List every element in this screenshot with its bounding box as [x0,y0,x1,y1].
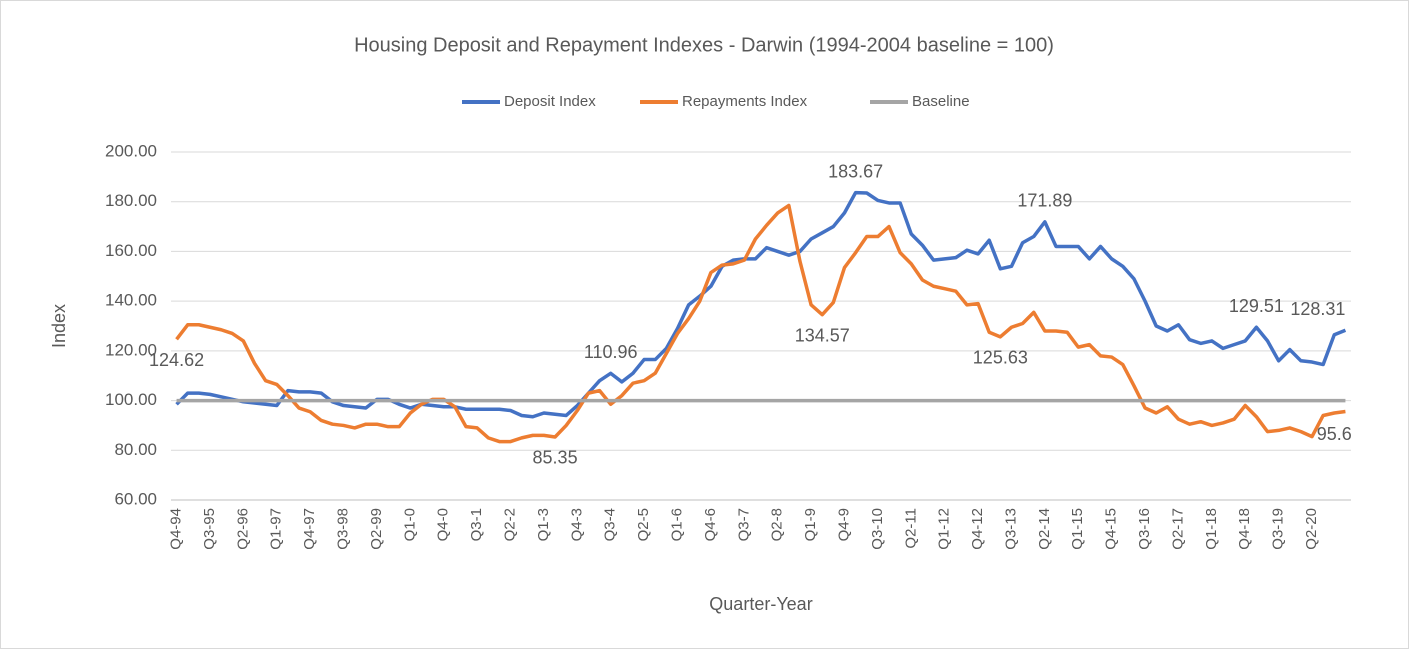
data-label: 110.96 [584,342,638,362]
data-label: 95.6 [1317,424,1352,444]
x-tick-label: Q4-0 [435,508,452,541]
y-tick-label: 200.00 [105,141,157,160]
x-tick-label: Q3-10 [869,508,886,550]
x-tick-label: Q4-18 [1236,508,1253,550]
data-label: 124.62 [149,350,204,370]
x-tick-label: Q4-9 [835,508,852,541]
x-tick-label: Q2-2 [501,508,518,541]
x-tick-label: Q4-6 [702,508,719,541]
x-tick-label: Q2-11 [902,508,919,549]
x-tick-label: Q2-17 [1169,508,1186,550]
y-tick-label: 80.00 [114,440,157,459]
series-line [175,190,1347,419]
x-tick-label: Q4-94 [168,508,185,550]
x-tick-label: Q4-15 [1103,508,1120,550]
x-tick-label: Q3-19 [1270,508,1287,550]
data-label: 128.31 [1290,299,1345,319]
series-line [175,203,1346,444]
x-tick-label: Q3-1 [468,508,485,541]
y-tick-label: 180.00 [105,191,157,210]
x-tick-label: Q4-12 [969,508,986,550]
x-tick-label: Q1-3 [535,508,552,541]
x-tick-label: Q1-9 [802,508,819,541]
x-tick-label: Q1-12 [936,508,953,550]
x-tick-label: Q2-14 [1036,508,1053,550]
data-label: 85.35 [533,448,578,468]
x-tick-label: Q1-15 [1069,508,1086,550]
x-tick-label: Q1-6 [668,508,685,541]
x-tick-label: Q3-7 [735,508,752,541]
x-tick-label: Q1-0 [401,508,418,541]
x-tick-label: Q2-8 [769,508,786,541]
x-tick-label: Q3-98 [335,508,352,550]
y-tick-label: 160.00 [105,241,157,260]
x-tick-label: Q3-16 [1136,508,1153,550]
x-tick-label: Q3-4 [602,508,619,541]
x-tick-label: Q1-18 [1203,508,1220,550]
x-tick-label: Q2-5 [635,508,652,541]
x-tick-label: Q2-96 [234,508,251,550]
data-label: 129.51 [1229,296,1284,316]
x-tick-label: Q3-13 [1002,508,1019,550]
y-tick-label: 140.00 [105,291,157,310]
data-label: 183.67 [828,161,883,181]
data-label: 125.63 [973,348,1028,368]
x-tick-label: Q4-3 [568,508,585,541]
y-axis-label: Index [49,304,69,348]
data-label: 134.57 [795,325,850,345]
legend-label: Deposit Index [504,93,596,110]
x-tick-label: Q2-20 [1303,508,1320,550]
x-axis-label: Quarter-Year [709,594,812,614]
x-tick-label: Q2-99 [368,508,385,550]
y-tick-label: 120.00 [105,340,157,359]
x-tick-label: Q1-97 [268,508,285,550]
data-label: 171.89 [1017,191,1072,211]
y-tick-label: 100.00 [105,390,157,409]
legend-label: Repayments Index [682,93,808,110]
chart-title: Housing Deposit and Repayment Indexes - … [354,34,1054,56]
x-tick-label: Q4-97 [301,508,318,550]
y-tick-label: 60.00 [114,489,157,508]
x-tick-label: Q3-95 [201,508,218,550]
legend-label: Baseline [912,93,970,110]
